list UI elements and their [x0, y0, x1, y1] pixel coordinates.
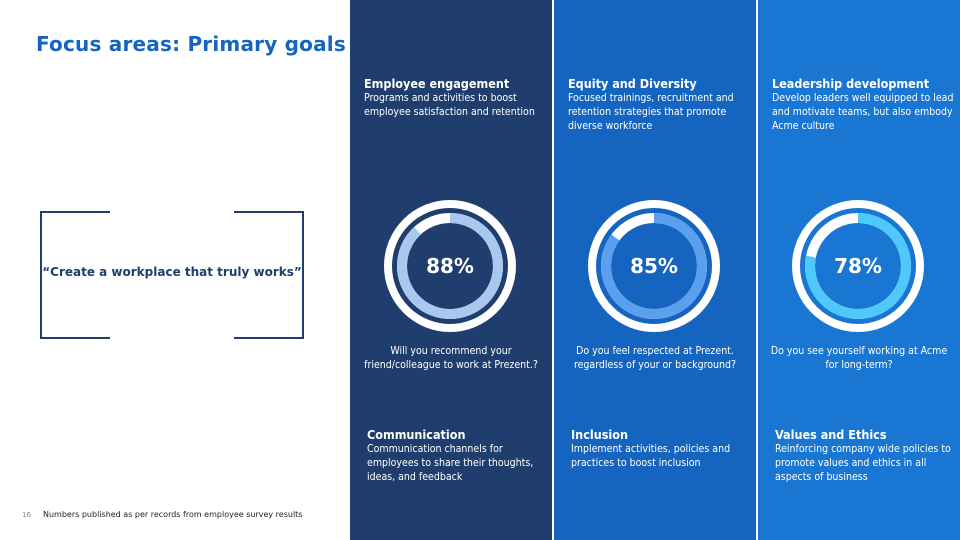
goal-footer: Inclusion Implement activities, policies…: [571, 427, 751, 470]
goal-header: Employee engagement Programs and activit…: [364, 76, 546, 119]
percent-label: 88%: [426, 254, 474, 278]
quote-bracket-right: [234, 211, 304, 339]
goal-header: Leadership development Develop leaders w…: [772, 76, 954, 133]
footer-description: Communication channels for employees to …: [367, 443, 534, 483]
goal-header: Equity and Diversity Focused trainings, …: [568, 76, 750, 133]
survey-question: Do you see yourself working at Acme for …: [770, 345, 948, 371]
goal-footer: Communication Communication channels for…: [367, 427, 547, 484]
percent-label: 85%: [630, 254, 678, 278]
goal-description: Programs and activities to boost employe…: [364, 92, 535, 118]
percent-ring: 78%: [792, 200, 924, 332]
ring-outer: [384, 200, 516, 332]
footer-title: Inclusion: [571, 427, 628, 442]
goal-description: Focused trainings, recruitment and reten…: [568, 92, 734, 132]
footer-description: Reinforcing company wide policies to pro…: [775, 443, 951, 483]
survey-question: Will you recommend your friend/colleague…: [364, 345, 538, 371]
ring-progress-arc: [397, 213, 503, 319]
goal-column-diversity: Equity and Diversity Focused trainings, …: [554, 0, 756, 540]
quote-box: “Create a workplace that truly works”: [40, 211, 304, 339]
goal-title: Equity and Diversity: [568, 76, 697, 91]
quote-bracket-left: [40, 211, 110, 339]
goal-description: Develop leaders well equipped to lead an…: [772, 92, 954, 132]
footer-title: Values and Ethics: [775, 427, 887, 442]
goal-column-engagement: Employee engagement Programs and activit…: [350, 0, 552, 540]
goal-column-leadership: Leadership development Develop leaders w…: [758, 0, 960, 540]
goal-footer: Values and Ethics Reinforcing company wi…: [775, 427, 955, 484]
slide-title: Focus areas: Primary goals: [36, 32, 346, 56]
page-number: 16: [22, 511, 31, 519]
survey-question: Do you feel respected at Prezent. regard…: [573, 345, 737, 371]
ring-progress-arc: [805, 213, 911, 319]
footnote: Numbers published as per records from em…: [43, 510, 303, 519]
goal-title: Employee engagement: [364, 76, 510, 91]
ring-outer: [588, 200, 720, 332]
percent-label: 78%: [834, 254, 882, 278]
footer-description: Implement activities, policies and pract…: [571, 443, 731, 469]
ring-progress-arc: [601, 213, 707, 319]
percent-ring: 88%: [384, 200, 516, 332]
goal-title: Leadership development: [772, 76, 930, 91]
footer-title: Communication: [367, 427, 466, 442]
percent-ring: 85%: [588, 200, 720, 332]
quote-text: “Create a workplace that truly works”: [42, 265, 302, 279]
ring-outer: [792, 200, 924, 332]
